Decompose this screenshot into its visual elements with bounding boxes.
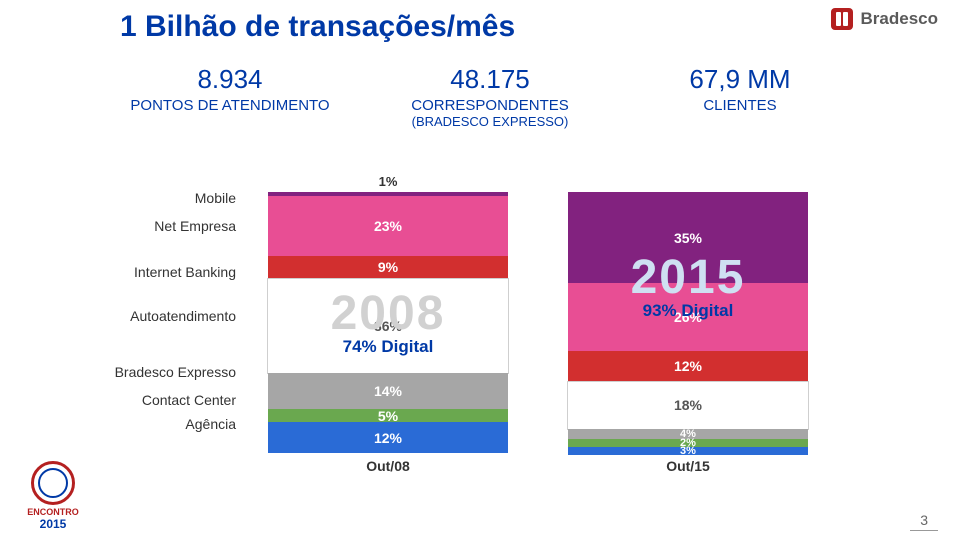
page-title: 1 Bilhão de transações/mês: [120, 10, 515, 44]
brand-logo-icon: [831, 8, 853, 30]
bar-segment: 18%: [568, 382, 808, 429]
segment-label-outside: 1%: [268, 174, 508, 189]
bars-area: Out/08 23%9%36%14%5%12%1%200874% Digital O…: [248, 192, 848, 482]
category-label: Agência: [78, 416, 246, 432]
x-axis-label: Out/15: [568, 458, 808, 474]
bar-segment: 35%: [568, 192, 808, 283]
category-label: Mobile: [78, 190, 246, 206]
stat-value: 8.934: [120, 64, 340, 95]
category-label: Contact Center: [78, 392, 246, 408]
conference-logo: ENCONTRO 2015: [18, 461, 88, 531]
brand-name: Bradesco: [861, 9, 938, 29]
category-label: Net Empresa: [78, 218, 246, 234]
stat-label: PONTOS DE ATENDIMENTO: [120, 97, 340, 114]
stat-value: 48.175: [350, 64, 630, 95]
stats-row: 8.934 PONTOS DE ATENDIMENTO 48.175 CORRE…: [120, 64, 840, 129]
bar-segment: 36%: [268, 279, 508, 373]
bar-segment: 26%: [568, 283, 808, 351]
bar-segment: 3%: [568, 447, 808, 455]
page-number: 3: [910, 512, 938, 531]
stat-block: 8.934 PONTOS DE ATENDIMENTO: [120, 64, 340, 129]
category-label: Internet Banking: [78, 264, 246, 280]
conference-logo-line2: 2015: [18, 517, 88, 531]
stat-label: CLIENTES: [640, 97, 840, 114]
x-axis-label: Out/08: [268, 458, 508, 474]
stat-block: 67,9 MM CLIENTES: [640, 64, 840, 129]
brand-block: Bradesco: [831, 8, 938, 30]
stat-sublabel: (BRADESCO EXPRESSO): [350, 114, 630, 129]
bar-column: 23%9%36%14%5%12%1%200874% Digital: [268, 192, 508, 452]
conference-logo-icon: [31, 461, 75, 505]
bar-segment: 23%: [268, 196, 508, 256]
bar-segment: 12%: [568, 351, 808, 382]
stat-label: CORRESPONDENTES: [350, 97, 630, 114]
stat-block: 48.175 CORRESPONDENTES (BRADESCO EXPRESS…: [350, 64, 630, 129]
stat-value: 67,9 MM: [640, 64, 840, 95]
bar-segment: 14%: [268, 373, 508, 409]
bar-segment: 12%: [268, 422, 508, 453]
bar-segment: 9%: [268, 256, 508, 279]
category-label: Bradesco Expresso: [78, 364, 246, 380]
bar-segment: 5%: [268, 409, 508, 422]
category-label: Autoatendimento: [78, 308, 246, 324]
bar-column: 35%26%12%18%4%2%3%201593% Digital: [568, 192, 808, 452]
stacked-bar-chart: Mobile Net Empresa Internet Banking Autoate…: [78, 192, 878, 502]
conference-logo-line1: ENCONTRO: [18, 507, 88, 517]
